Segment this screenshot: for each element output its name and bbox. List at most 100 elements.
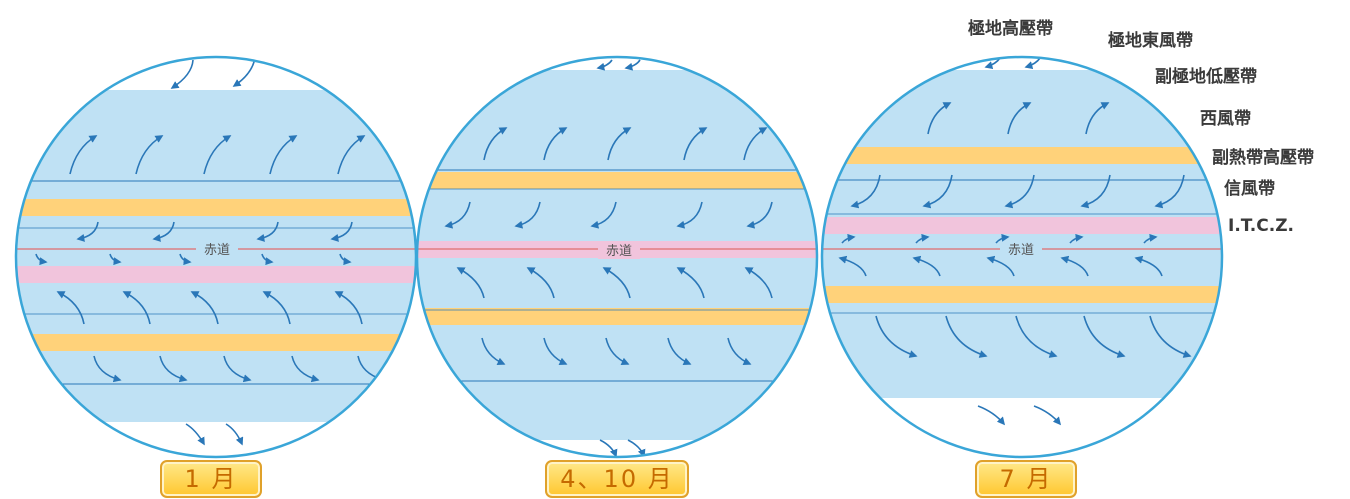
polar-easterly-arrow — [596, 59, 613, 71]
month-label-july: 7 月 — [975, 460, 1077, 498]
westerly-arrow — [69, 135, 98, 175]
equator-label: 赤道 — [1008, 243, 1034, 258]
trade-wind-arrow — [179, 253, 192, 266]
trade-wind-arrow — [456, 267, 485, 299]
trade-wind-arrow — [1154, 174, 1185, 209]
westerly-arrow — [543, 337, 568, 366]
label-subpolar-low: 副極地低壓帶 — [1155, 67, 1257, 87]
trade-wind-arrow — [1069, 233, 1084, 244]
westerly-arrow — [1149, 315, 1192, 358]
trade-wind-arrow — [602, 267, 631, 299]
trade-wind-arrow — [262, 291, 291, 325]
label-trade-winds: 信風帶 — [1224, 179, 1275, 199]
westerly-arrow — [1083, 315, 1126, 358]
trade-wind-arrow — [676, 201, 703, 229]
westerly-arrow — [743, 127, 768, 161]
westerly-arrow — [605, 337, 630, 366]
label-polar-easterlies: 極地東風帶 — [1108, 31, 1193, 51]
trade-wind-arrow — [261, 253, 274, 266]
trade-wind-arrow — [1080, 174, 1111, 209]
trade-wind-arrow — [330, 221, 353, 242]
trade-wind-arrow — [334, 291, 363, 325]
trade-wind-arrow — [339, 253, 352, 266]
trade-wind-arrow — [256, 221, 279, 242]
polar-easterly-arrow — [977, 405, 1006, 426]
westerly-arrow — [269, 135, 298, 175]
trade-wind-arrow — [590, 201, 617, 229]
polar-easterly-arrow — [1033, 405, 1062, 426]
equator-label: 赤道 — [606, 244, 632, 259]
trade-wind-arrow — [676, 267, 705, 299]
westerly-arrow — [337, 135, 366, 175]
trade-wind-arrow — [986, 255, 1015, 277]
trade-wind-arrow — [922, 174, 953, 209]
equator-label-bg — [1000, 240, 1042, 258]
globe-outline — [415, 55, 819, 459]
westerly-arrow — [727, 337, 752, 366]
subtropical-high-belt-north — [16, 199, 416, 216]
label-itcz: I.T.C.Z. — [1228, 216, 1294, 236]
globe-january: 赤道 — [14, 55, 418, 459]
wind-arrows-group — [444, 59, 773, 457]
trade-wind-arrow — [995, 233, 1010, 244]
month-label-january: 1 月 — [160, 460, 262, 498]
subtropical-high-belt-north — [417, 172, 817, 189]
label-polar-high: 極地高壓帶 — [968, 19, 1053, 39]
westerly-arrow — [683, 127, 708, 161]
ocean-fill — [822, 65, 1222, 405]
trade-wind-arrow — [915, 233, 930, 244]
month-label-april-october: 4、10 月 — [545, 460, 689, 498]
equator-label: 赤道 — [204, 243, 230, 258]
westerly-arrow — [481, 337, 506, 366]
westerly-arrow — [875, 315, 918, 358]
trade-wind-arrow — [514, 201, 541, 229]
subtropical-high-belt-south — [417, 308, 817, 325]
westerly-arrow — [93, 355, 122, 383]
trade-wind-arrow — [1060, 255, 1089, 277]
globe-april-october: 赤道 — [415, 55, 819, 459]
trade-wind-arrow — [744, 267, 773, 299]
polar-easterly-arrow — [599, 439, 618, 457]
subtropical-high-belt-south — [822, 286, 1222, 303]
westerly-arrow — [1007, 102, 1032, 135]
trade-wind-arrow — [109, 253, 122, 266]
itcz-belt — [16, 266, 416, 283]
trade-wind-arrow — [1004, 174, 1035, 209]
westerly-arrow — [543, 127, 568, 161]
trade-wind-arrow — [190, 291, 219, 325]
trade-wind-arrow — [912, 255, 941, 277]
westerly-arrow — [667, 337, 692, 366]
equator-label-bg — [598, 241, 640, 259]
trade-wind-arrow — [444, 201, 471, 229]
subtropical-high-belt-north — [822, 147, 1222, 164]
label-westerlies: 西風帶 — [1200, 109, 1251, 129]
westerly-arrow — [607, 127, 632, 161]
polar-easterly-arrow — [225, 423, 244, 446]
wind-arrows-group — [35, 57, 386, 446]
polar-easterly-arrow — [624, 59, 641, 71]
trade-wind-arrow — [35, 253, 48, 266]
trade-wind-arrow — [841, 233, 856, 244]
label-subtropical-high: 副熱帶高壓帶 — [1212, 148, 1314, 168]
trade-wind-arrow — [850, 174, 881, 209]
polar-easterly-arrow — [170, 59, 194, 89]
trade-wind-arrow — [1143, 233, 1158, 244]
westerly-arrow — [1085, 102, 1110, 135]
trade-wind-arrow — [122, 291, 151, 325]
trade-wind-arrow — [526, 267, 555, 299]
westerly-arrow — [945, 315, 988, 358]
trade-wind-arrow — [838, 255, 867, 277]
westerly-arrow — [291, 355, 320, 383]
westerly-arrow — [159, 355, 188, 383]
trade-wind-arrow — [76, 221, 99, 242]
itcz-belt — [822, 217, 1222, 234]
westerly-arrow — [223, 355, 252, 383]
trade-wind-arrow — [1134, 255, 1163, 277]
polar-easterly-arrow — [185, 423, 205, 446]
trade-wind-arrow — [152, 221, 175, 242]
westerly-arrow — [927, 102, 952, 135]
globe-outline — [820, 55, 1224, 459]
trade-wind-arrow — [56, 291, 85, 325]
subtropical-high-belt-south — [16, 334, 416, 351]
